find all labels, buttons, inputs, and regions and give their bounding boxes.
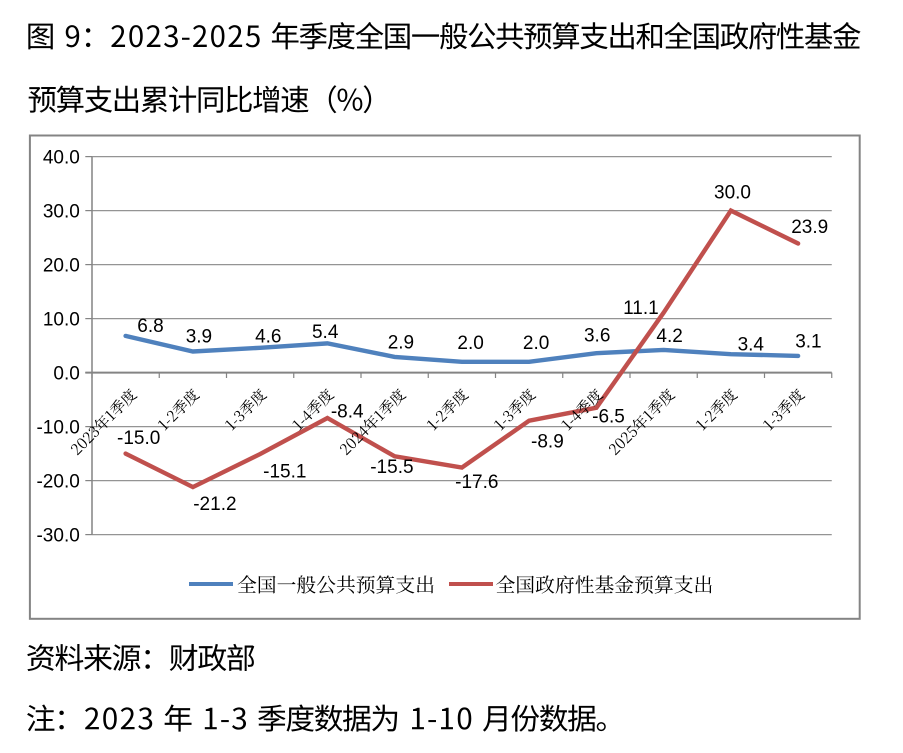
svg-text:3.9: 3.9 [186, 326, 212, 347]
svg-text:3.6: 3.6 [584, 325, 610, 346]
svg-text:-17.6: -17.6 [455, 472, 498, 493]
svg-text:2.0: 2.0 [457, 333, 483, 354]
svg-text:30.0: 30.0 [714, 182, 751, 203]
svg-text:-6.5: -6.5 [592, 407, 625, 428]
svg-text:-8.9: -8.9 [531, 432, 564, 453]
svg-text:5.4: 5.4 [312, 322, 339, 343]
svg-text:-10.0: -10.0 [36, 417, 79, 438]
svg-text:-8.4: -8.4 [331, 401, 364, 422]
svg-text:-30.0: -30.0 [36, 525, 79, 546]
svg-text:23.9: 23.9 [791, 217, 828, 238]
svg-text:-15.1: -15.1 [263, 461, 306, 482]
svg-text:30.0: 30.0 [43, 201, 80, 222]
svg-text:4.2: 4.2 [656, 326, 682, 347]
svg-text:20.0: 20.0 [43, 255, 80, 276]
svg-text:-15.5: -15.5 [370, 457, 413, 478]
svg-text:11.1: 11.1 [623, 298, 659, 319]
svg-text:0.0: 0.0 [53, 363, 79, 384]
svg-text:-20.0: -20.0 [36, 471, 79, 492]
svg-text:-15.0: -15.0 [117, 428, 160, 449]
svg-text:-21.2: -21.2 [193, 494, 236, 515]
svg-text:40.0: 40.0 [43, 147, 80, 168]
svg-text:3.1: 3.1 [795, 331, 821, 352]
svg-text:2.0: 2.0 [523, 333, 549, 354]
svg-text:4.6: 4.6 [255, 326, 281, 347]
svg-text:6.8: 6.8 [137, 316, 163, 337]
svg-text:10.0: 10.0 [43, 309, 80, 330]
svg-text:3.4: 3.4 [738, 335, 765, 356]
svg-text:2.9: 2.9 [388, 333, 414, 354]
